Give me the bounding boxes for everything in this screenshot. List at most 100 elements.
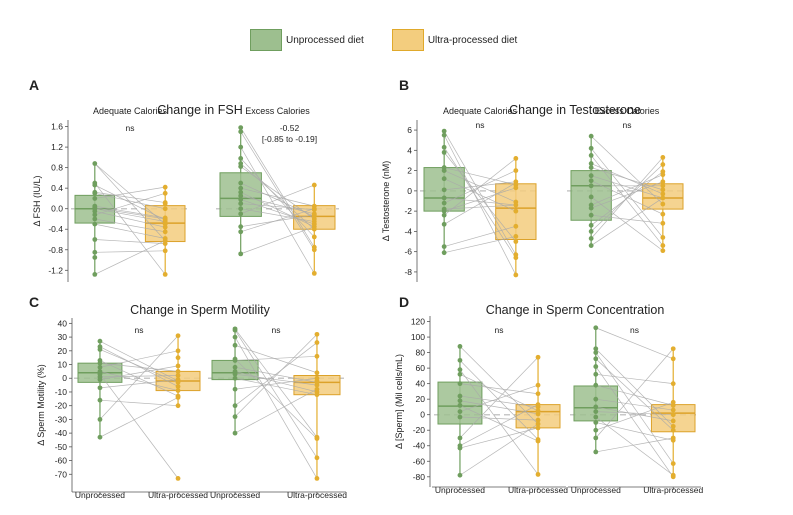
unprocessed-point [441,176,447,182]
paired-line [459,423,539,476]
unprocessed-point [92,272,98,277]
panel-letter: D [399,294,409,310]
legend: Unprocessed diet Ultra-processed diet [250,28,545,52]
facet-label: Adequate Calories [443,106,518,116]
paired-line [234,330,318,459]
paired-line [459,427,539,449]
paired-line [595,437,674,453]
unprocessed-point [92,216,98,222]
unprocessed-point [232,430,238,436]
unprocessed-point [593,414,599,420]
paired-line [444,181,516,191]
y-tick-label: 1.6 [51,122,63,132]
paired-line [459,360,539,440]
paired-line [444,187,516,212]
panel-d: D Change in Sperm Concentration 120 100 80 60… [394,294,703,495]
ultra-processed-point [513,223,519,229]
unprocessed-point [238,251,244,257]
panel-letter: C [29,294,39,310]
ultra-processed-point [175,384,181,389]
y-tick-label: 0 [407,186,412,196]
paired-line [94,240,166,275]
unprocessed-point [457,393,463,399]
facet: Adequate Calories ns [420,106,540,278]
y-tick-label: -80 [413,472,426,482]
unprocessed-point [92,237,98,242]
unprocessed-point [238,206,244,212]
ultra-processed-point [175,388,181,393]
paired-line [444,236,516,254]
facet: ns Unprocessed Ultra-processed [568,325,703,495]
unprocessed-point [588,133,594,139]
paired-line [595,384,674,406]
paired-line [459,357,539,439]
x-tick-label: Unprocessed [435,485,485,495]
paired-line [94,186,166,199]
ultra-processed-point [162,217,168,223]
panel-title: Change in Sperm Motility [130,303,270,317]
ultra-processed-point [311,226,317,232]
paired-line [444,170,516,203]
paired-line [443,182,517,225]
ultra-processed-point [670,437,676,443]
unprocessed-point [238,129,244,135]
paired-line [240,191,315,227]
ultra-processed-point [175,475,181,481]
y-tick-label: 0 [420,410,425,420]
unprocessed-point [457,371,463,377]
y-tick-label: -6 [404,247,412,257]
paired-line [444,225,516,247]
legend-label-ultra-processed: Ultra-processed diet [427,34,518,46]
unprocessed-point [593,409,599,414]
paired-line [240,127,315,248]
y-tick-label: -8 [404,267,412,277]
unprocessed-point [238,193,244,199]
paired-line [595,411,674,416]
paired-line [94,208,166,222]
paired-line [94,182,166,275]
panel-letter: B [399,77,409,93]
paired-line [459,404,539,447]
paired-line [240,208,315,233]
unprocessed-point [593,404,599,410]
ultra-processed-point [175,368,181,374]
unprocessed-point [457,402,463,408]
ultra-processed-point [314,340,320,345]
stat-annotation: ns [135,325,144,335]
paired-line [234,334,318,417]
unprocessed-point [92,212,98,218]
paired-line [234,328,318,438]
ultra-processed-point [660,195,666,201]
unprocessed-point [588,165,594,170]
y-tick-label: -50 [55,442,68,452]
unprocessed-point [457,398,463,404]
unprocessed-point [238,229,244,235]
y-tick-label: -60 [55,456,68,466]
paired-line [240,166,315,220]
unprocessed-point [238,125,244,130]
ultra-processed-point [670,461,676,466]
y-tick-label: -40 [413,441,426,451]
paired-line [443,134,517,276]
paired-line [99,397,179,438]
unprocessed-point [593,371,599,377]
paired-line [590,135,664,205]
unprocessed-point [457,445,463,451]
unprocessed-point [92,161,98,166]
paired-line [94,218,166,233]
y-tick-label: 6 [407,125,412,135]
paired-line [590,148,664,238]
y-axis-label: Δ Testosterone (nM) [381,161,391,242]
paired-line [444,204,516,210]
legend-swatch-ultra-processed [391,29,424,51]
ultra-processed-point [175,379,181,385]
ultra-processed-point [670,356,676,362]
paired-line [240,184,315,215]
ultra-processed-point [162,224,168,230]
unprocessed-point [441,168,447,174]
unprocessed-point [92,196,98,201]
paired-line [459,405,539,442]
unprocessed-point [232,334,238,340]
ultra-processed-point [670,402,676,408]
y-tick-label: 0.4 [51,183,63,193]
